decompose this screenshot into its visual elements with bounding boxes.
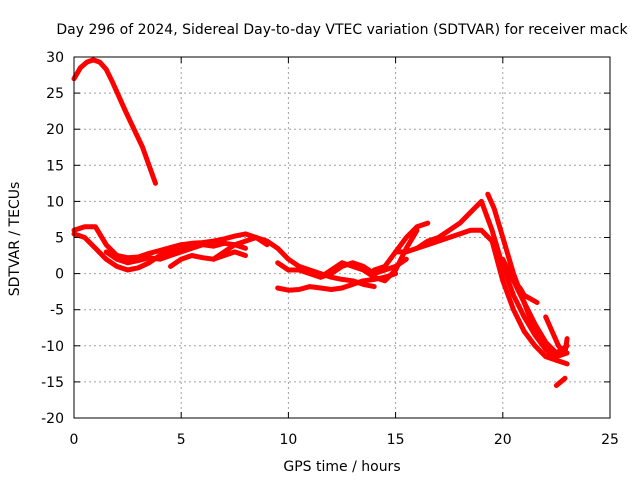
x-tick-label: 0 xyxy=(70,432,79,448)
x-tick-label: 5 xyxy=(177,432,186,448)
data-series-track-o xyxy=(543,314,570,356)
data-series-track-f xyxy=(275,256,409,280)
y-tick-label: 30 xyxy=(46,50,64,66)
data-series-track-e xyxy=(210,235,377,290)
data-series-track-h xyxy=(318,227,420,284)
x-axis-label: GPS time / hours xyxy=(283,459,400,475)
y-tick-label: 25 xyxy=(46,86,64,102)
y-tick-label: 0 xyxy=(55,267,64,283)
y-axis-label: SDTVAR / TECUs xyxy=(7,182,23,297)
y-tick-label: -15 xyxy=(41,375,64,391)
x-tick-label: 25 xyxy=(601,432,619,448)
grid-layer xyxy=(74,57,610,418)
y-tick-label: 5 xyxy=(55,231,64,247)
y-tick-label: 20 xyxy=(46,122,64,138)
x-tick-label: 10 xyxy=(279,432,297,448)
data-series-track-d xyxy=(168,249,248,269)
data-series-track-a xyxy=(71,224,270,261)
x-tick-label: 15 xyxy=(387,432,405,448)
x-tick-label: 20 xyxy=(494,432,512,448)
data-layer xyxy=(71,57,570,388)
data-series-track-j xyxy=(393,227,559,363)
y-tick-label: 10 xyxy=(46,194,64,210)
y-tick-label: -5 xyxy=(50,303,64,319)
chart-title: Day 296 of 2024, Sidereal Day-to-day VTE… xyxy=(56,22,628,38)
data-series-track-n xyxy=(511,278,540,305)
data-series-track-p xyxy=(553,375,568,388)
data-series-track-i xyxy=(371,220,431,273)
y-tick-label: -10 xyxy=(41,339,64,355)
tick-layer: 0 5 10 15 20 25 -20 -15 -10 -5 0 5 10 15 20 25 30 xyxy=(41,50,619,448)
y-tick-label: -20 xyxy=(41,411,64,427)
data-series-track-k xyxy=(414,198,570,360)
data-series-track-c xyxy=(103,240,248,266)
y-tick-label: 15 xyxy=(46,158,64,174)
data-series-track-early-high xyxy=(71,57,158,186)
